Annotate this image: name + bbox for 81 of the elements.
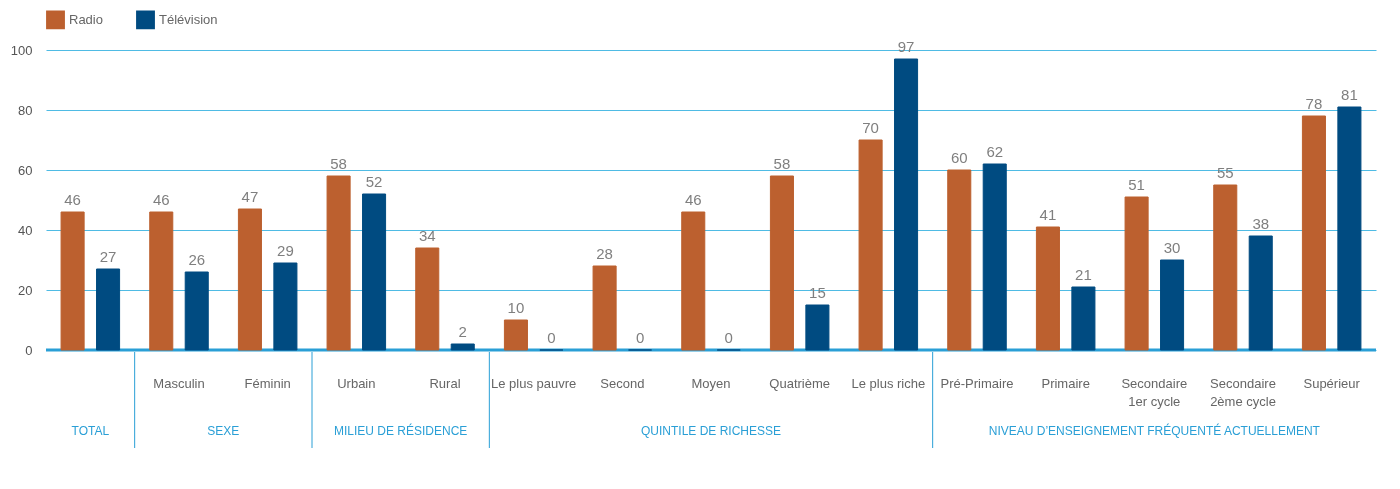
data-label: 81 [1341, 86, 1358, 103]
x-tick-label: Secondaire 1er cycle [1121, 376, 1188, 409]
bar [1213, 184, 1238, 351]
data-label: 26 [188, 251, 206, 268]
data-label: 46 [64, 191, 81, 208]
bar [805, 304, 830, 351]
y-tick-label: 80 [18, 102, 33, 118]
x-tick-label: Urbain [337, 376, 376, 391]
y-tick-label: 40 [18, 222, 33, 238]
data-label: 78 [1305, 95, 1323, 112]
data-label: 30 [1163, 239, 1181, 256]
x-tick-label: Supérieur [1303, 376, 1361, 391]
data-label: 10 [507, 299, 525, 316]
data-label: 46 [684, 191, 702, 208]
data-label: 52 [365, 173, 383, 190]
data-label: 29 [277, 242, 294, 259]
bar [1071, 286, 1096, 351]
text: QUINTILE DE RICHESSE [640, 424, 782, 438]
data-label: 38 [1252, 215, 1270, 232]
data-label: 28 [596, 245, 613, 262]
data-label: 60 [950, 149, 968, 166]
x-tick-label: Rural [429, 376, 461, 391]
data-label: 58 [330, 155, 347, 172]
y-tick-label: 0 [25, 342, 33, 358]
data-label: 58 [773, 155, 791, 172]
bar [982, 163, 1007, 351]
data-label: 46 [152, 191, 170, 208]
bar [1248, 235, 1273, 351]
bar [184, 271, 209, 351]
data-label: 21 [1075, 266, 1092, 283]
text: SEXE [207, 424, 240, 438]
x-tick-label: Quatrième [769, 376, 831, 391]
bar [894, 58, 919, 351]
y-tick-label: 20 [18, 282, 33, 298]
x-tick-label: Secondaire 2ème cycle [1210, 376, 1276, 409]
y-tick-label: 100 [10, 42, 33, 58]
data-label: 34 [418, 227, 436, 244]
bar [1124, 196, 1149, 351]
data-label: 70 [862, 119, 879, 136]
bar [681, 211, 706, 351]
legend-label: Radio [69, 11, 103, 27]
x-tick-label: Le plus riche [851, 376, 926, 391]
bar [362, 193, 387, 351]
x-tick-label: Primaire [1041, 376, 1090, 391]
x-tick-label: Pré-Primaire [940, 376, 1014, 391]
bar [149, 211, 174, 351]
bar [326, 175, 351, 351]
bar [1301, 115, 1326, 351]
bar [503, 319, 528, 351]
data-label: 0 [724, 329, 733, 346]
text: NIVEAU D’ENSEIGNEMENT FRÉQUENTÉ ACTUELLEMENT [988, 423, 1321, 438]
data-label: 0 [635, 329, 645, 346]
bar [450, 343, 475, 351]
data-label: 47 [241, 188, 259, 205]
x-tick-label: Moyen [691, 376, 731, 391]
data-label: 0 [547, 329, 556, 346]
data-label: 27 [99, 248, 117, 265]
bar [1160, 259, 1185, 351]
bar [237, 208, 262, 351]
y-tick-label: 60 [18, 162, 33, 178]
bar [769, 175, 794, 351]
bar [60, 211, 85, 351]
legend-label: Télévision [159, 11, 218, 27]
bar [415, 247, 440, 351]
data-label: 2 [458, 323, 467, 340]
data-label: 41 [1039, 206, 1057, 223]
bar [96, 268, 121, 351]
text: TOTAL [71, 424, 110, 438]
bar [1337, 106, 1362, 351]
x-tick-label: Masculin [153, 376, 205, 391]
bar [947, 169, 972, 351]
bar [1035, 226, 1060, 351]
text: MILIEU DE RÉSIDENCE [333, 423, 468, 438]
x-tick-label: Féminin [244, 376, 291, 391]
data-label: 51 [1128, 176, 1145, 193]
bar [592, 265, 617, 351]
bar [858, 139, 883, 351]
data-label: 62 [986, 143, 1004, 160]
x-tick-label: Le plus pauvre [491, 376, 577, 391]
bar [273, 262, 298, 351]
x-tick-label: Second [600, 376, 645, 391]
